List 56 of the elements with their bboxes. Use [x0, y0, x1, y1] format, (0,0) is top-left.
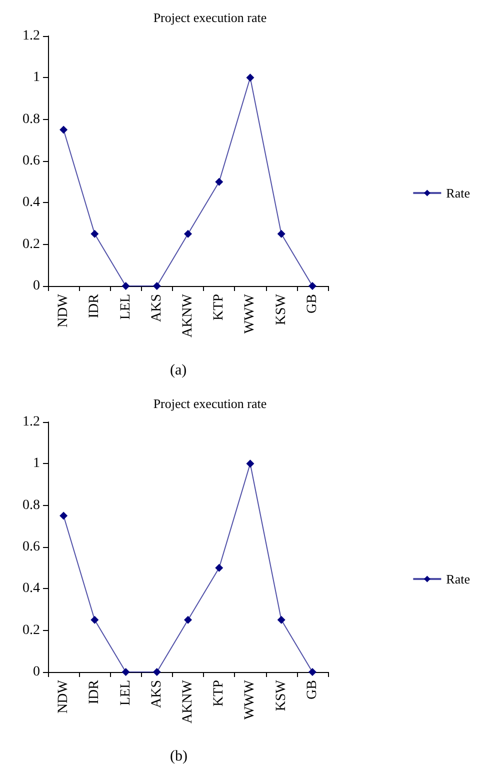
y-tick-label: 0: [33, 664, 40, 680]
y-tick-label: 0.4: [22, 581, 40, 596]
x-tick-label: LEL: [118, 294, 134, 320]
x-tick-label: NDW: [56, 679, 72, 714]
point: [152, 282, 161, 290]
x-tick-label: KSW: [274, 679, 289, 712]
point: [90, 230, 99, 238]
chart-title: Project execution rate: [153, 396, 267, 411]
y-tick-label: 1.2: [22, 28, 40, 44]
legend-label: Rate: [446, 186, 470, 200]
text: (b): [170, 748, 188, 764]
point: [308, 282, 316, 290]
x-tick-label: AKS: [149, 294, 164, 322]
x-tick-label: KSW: [274, 293, 289, 326]
legend-label: Rate: [446, 572, 470, 586]
x-tick-label: GB: [304, 680, 320, 700]
point: [122, 668, 130, 676]
y-tick-label: 1: [33, 70, 40, 86]
y-tick-label: 1.2: [22, 414, 40, 430]
x-tick-label: AKS: [149, 680, 164, 708]
y-tick-label: 0.2: [22, 622, 40, 638]
text: (a): [170, 362, 187, 378]
y-tick-label: 0.6: [22, 154, 40, 168]
x-tick-label: KTP: [212, 294, 227, 320]
x-tick-label: AKNW: [180, 679, 196, 724]
point: [60, 512, 68, 520]
point: [246, 74, 254, 82]
x-tick-label: GB: [304, 294, 320, 314]
chart-title: Project execution rate: [153, 10, 267, 25]
point: [215, 178, 224, 186]
point: [277, 616, 286, 624]
point: [308, 668, 316, 676]
x-tick-label: KTP: [212, 680, 227, 706]
x-tick-label: WWW: [242, 293, 258, 334]
point: [215, 564, 224, 572]
y-tick-label: 1: [33, 456, 40, 472]
x-tick-label: WWW: [242, 679, 258, 720]
point: [277, 230, 286, 238]
x-tick-label: AKNW: [180, 293, 196, 338]
x-tick-label: IDR: [87, 293, 102, 318]
x-tick-label: NDW: [56, 293, 72, 328]
point: [60, 126, 68, 134]
y-tick-label: 0.2: [22, 236, 40, 252]
y-tick-label: 0: [33, 278, 40, 294]
y-tick-label: 0.8: [22, 112, 40, 127]
y-tick-label: 0.4: [22, 195, 40, 210]
y-tick-label: 0.8: [22, 498, 40, 513]
point: [152, 668, 161, 676]
x-tick-label: LEL: [118, 680, 134, 706]
point: [122, 282, 130, 290]
y-tick-label: 0.6: [22, 540, 40, 554]
point: [184, 230, 192, 238]
point: [246, 460, 254, 468]
point: [90, 616, 99, 624]
point: [184, 616, 192, 624]
x-tick-label: IDR: [87, 679, 102, 704]
